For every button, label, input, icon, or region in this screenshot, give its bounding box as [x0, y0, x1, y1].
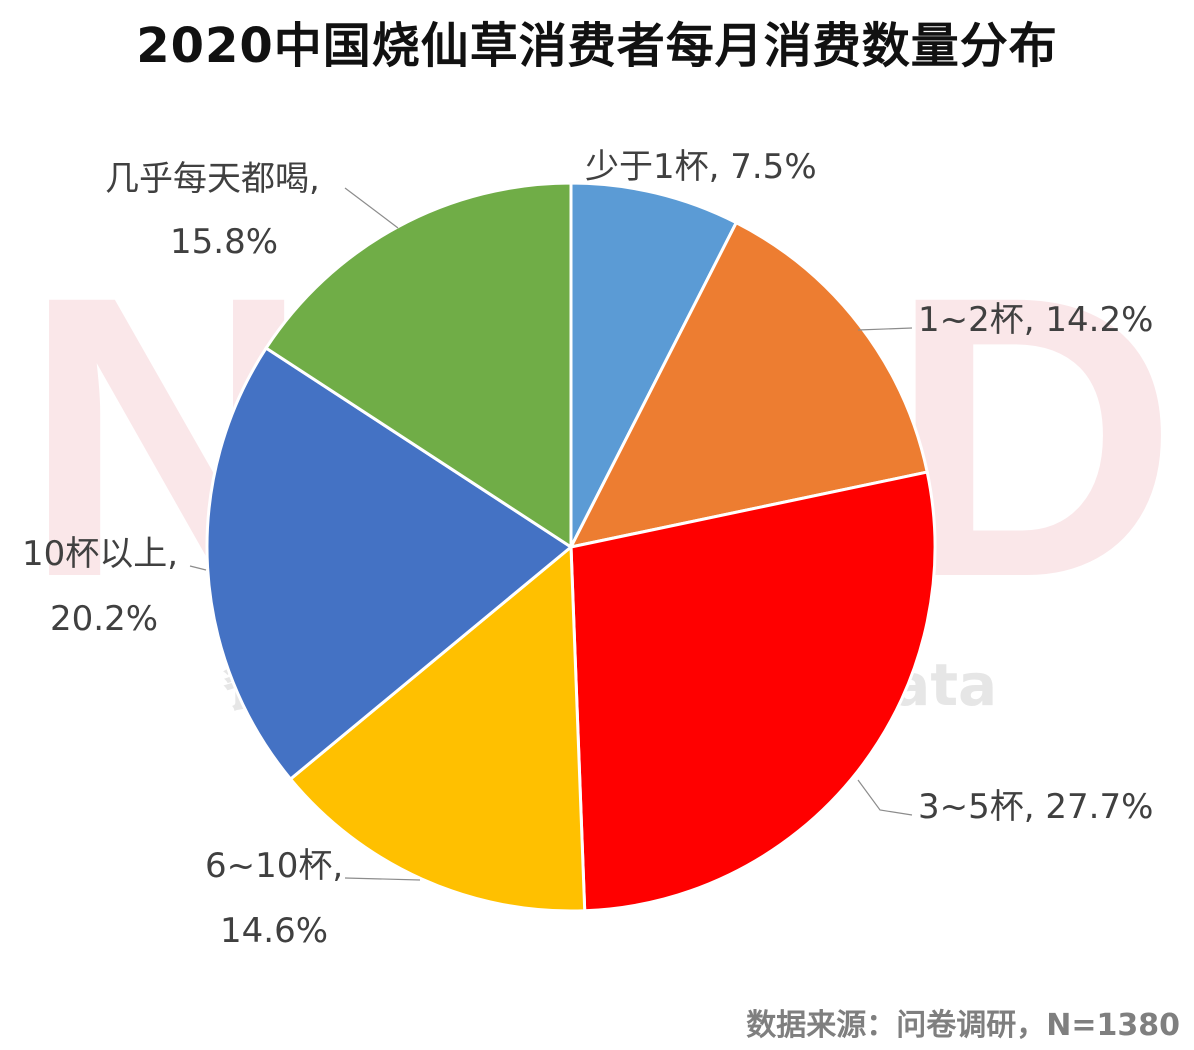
leader-line-5 — [189, 565, 207, 571]
pie-slice-3 — [569, 470, 937, 913]
leader-line-3 — [857, 779, 913, 816]
chart-title: 2020中国烧仙草消费者每月消费数量分布 — [136, 18, 1058, 74]
pie-slice-5 — [205, 346, 574, 782]
pie-slice-6 — [264, 181, 573, 550]
pie-slice-2 — [568, 220, 929, 550]
slice-value-label-4: 14.6% — [220, 911, 328, 951]
leader-line-4 — [344, 877, 421, 881]
data-source: 数据来源：问卷调研，N=1380 — [746, 1008, 1180, 1043]
slice-label-3: 3~5杯, 27.7% — [918, 787, 1153, 827]
leader-line-6 — [344, 187, 399, 229]
leader-lines — [189, 187, 913, 881]
slice-labels: 少于1杯, 7.5% 1~2杯, 14.2% 3~5杯, 27.7% 6~10杯, 14… — [22, 147, 1153, 951]
pie-slice-1 — [569, 181, 739, 548]
slice-label-4: 6~10杯, — [205, 846, 343, 886]
pie-slice-4 — [288, 543, 587, 913]
leader-line-2 — [857, 327, 913, 331]
slice-label-2: 1~2杯, 14.2% — [918, 300, 1153, 340]
pie-slices — [205, 181, 937, 913]
slice-label-6: 几乎每天都喝, — [105, 159, 320, 199]
slice-label-5: 10杯以上, — [22, 534, 178, 574]
slice-label-1: 少于1杯, 7.5% — [585, 147, 817, 187]
slice-value-label-6: 15.8% — [170, 222, 278, 262]
slice-value-label-5: 20.2% — [50, 599, 158, 639]
